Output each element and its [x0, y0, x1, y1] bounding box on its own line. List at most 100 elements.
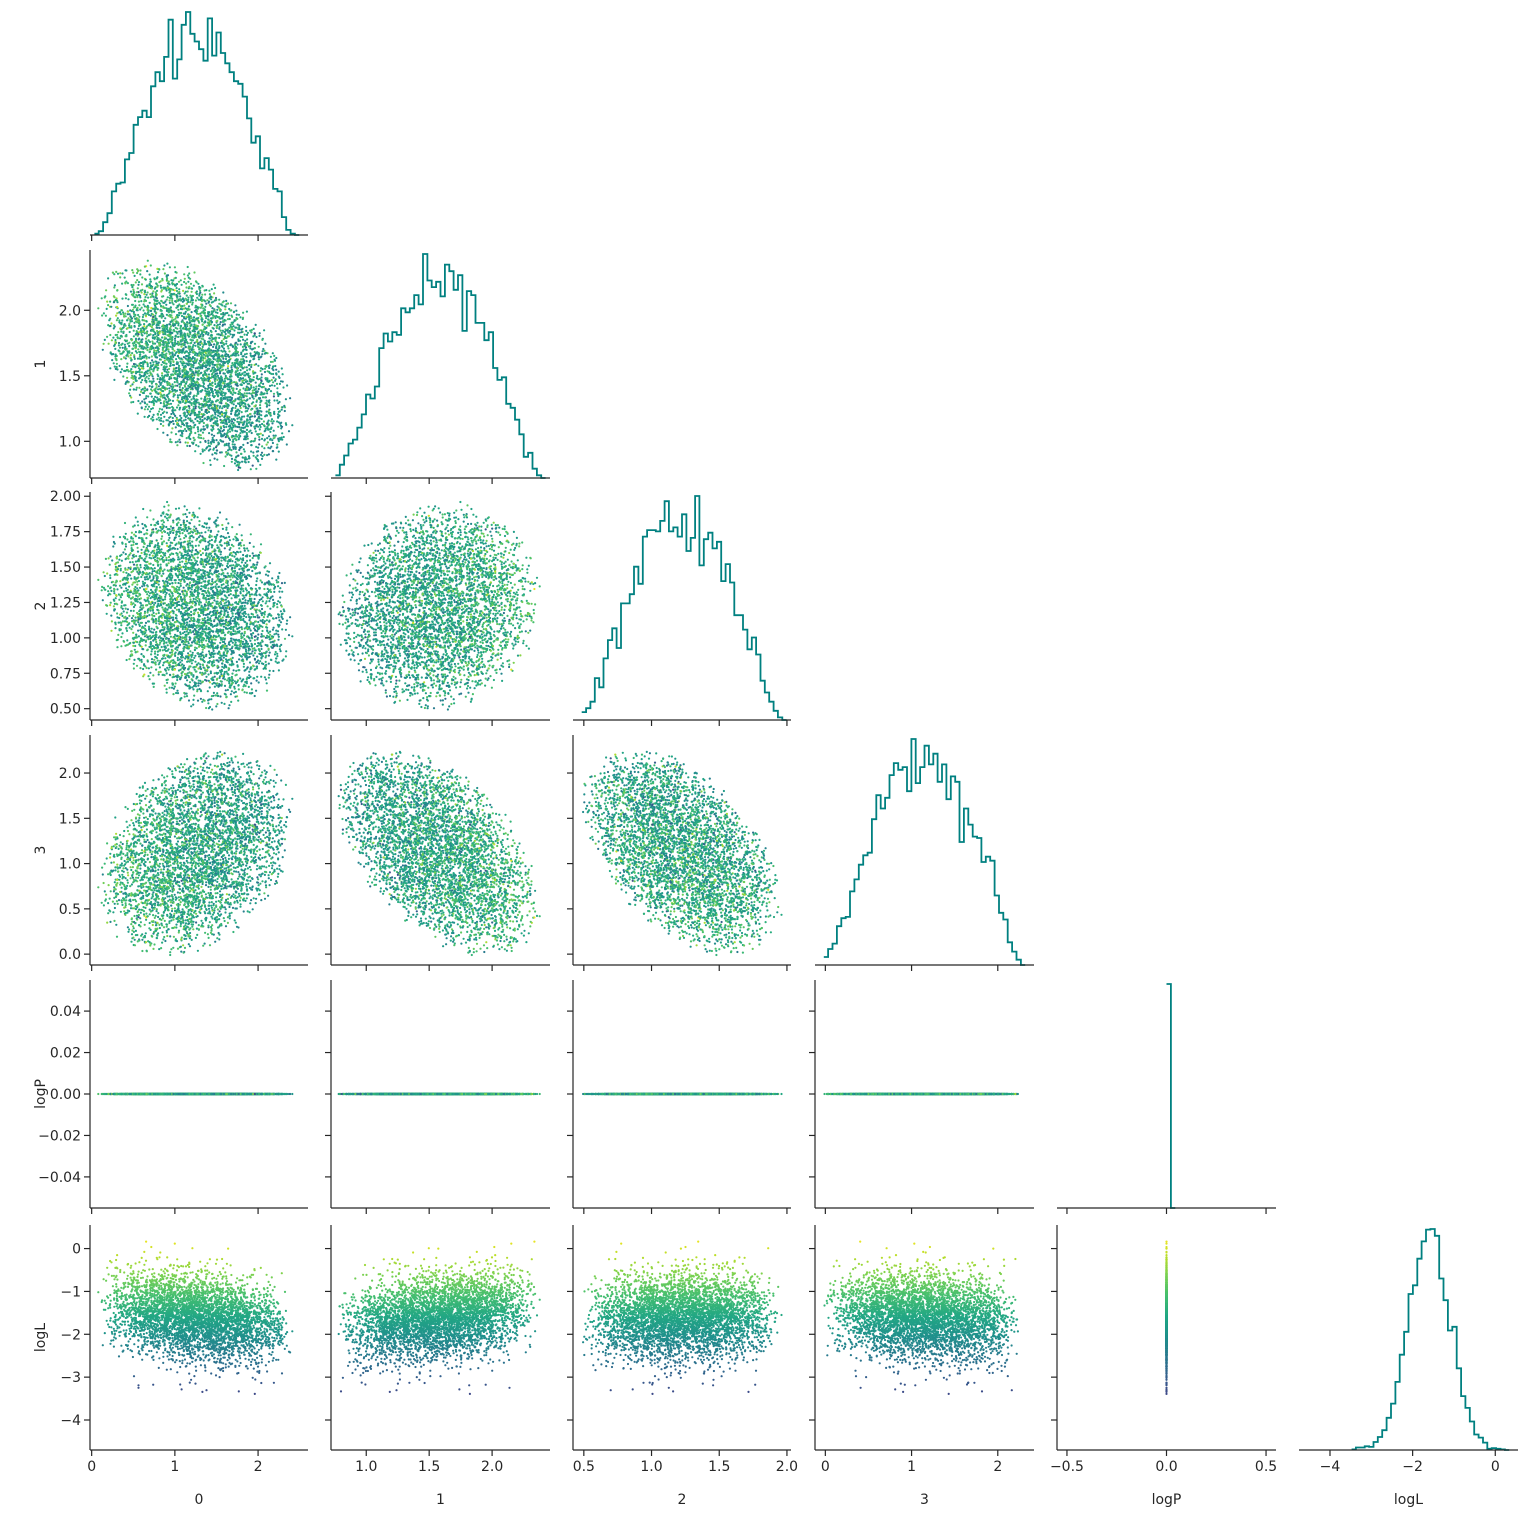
point: [257, 447, 259, 449]
point: [255, 468, 257, 470]
point: [269, 372, 271, 374]
point: [186, 437, 188, 439]
point: [259, 407, 261, 409]
point: [204, 357, 206, 359]
point: [182, 387, 184, 389]
point: [170, 374, 172, 376]
point: [107, 324, 109, 326]
point: [180, 346, 182, 348]
point: [160, 305, 162, 307]
point: [246, 366, 248, 368]
point: [268, 435, 270, 437]
point: [190, 287, 192, 289]
point: [239, 402, 241, 404]
point: [242, 312, 244, 314]
point: [242, 444, 244, 446]
point: [225, 358, 227, 360]
point: [275, 435, 277, 437]
point: [199, 287, 201, 289]
point: [161, 313, 163, 315]
point: [175, 358, 177, 360]
point: [131, 352, 133, 354]
point: [162, 390, 164, 392]
point: [255, 386, 257, 388]
point: [241, 380, 243, 382]
point: [214, 389, 216, 391]
point: [266, 400, 268, 402]
point: [178, 365, 180, 367]
point: [216, 320, 218, 322]
point: [199, 441, 201, 443]
point: [175, 367, 177, 369]
point: [220, 391, 222, 393]
point: [201, 296, 203, 298]
point: [150, 333, 152, 335]
point: [199, 313, 201, 315]
point: [251, 432, 253, 434]
point: [165, 363, 167, 365]
point: [162, 412, 164, 414]
point: [140, 391, 142, 393]
point: [194, 418, 196, 420]
point: [168, 368, 170, 370]
point: [195, 395, 197, 397]
point: [160, 423, 162, 425]
point: [144, 312, 146, 314]
point: [159, 358, 161, 360]
point: [242, 387, 244, 389]
point: [141, 346, 143, 348]
point: [201, 338, 203, 340]
point: [247, 419, 249, 421]
point: [223, 350, 225, 352]
point: [213, 292, 215, 294]
point: [235, 310, 237, 312]
point: [172, 280, 174, 282]
point: [143, 325, 145, 327]
point: [232, 394, 234, 396]
point: [120, 358, 122, 360]
point: [261, 353, 263, 355]
point: [194, 450, 196, 452]
point: [170, 431, 172, 433]
point: [151, 396, 153, 398]
point: [248, 461, 250, 463]
point: [130, 368, 132, 370]
point: [194, 342, 196, 344]
point: [260, 433, 262, 435]
point: [169, 302, 171, 304]
point: [121, 298, 123, 300]
point: [237, 461, 239, 463]
point: [159, 408, 161, 410]
point: [126, 319, 128, 321]
point: [171, 293, 173, 295]
point: [247, 332, 249, 334]
point: [207, 334, 209, 336]
point: [270, 420, 272, 422]
point: [200, 437, 202, 439]
point: [231, 429, 233, 431]
point: [146, 313, 148, 315]
point: [148, 401, 150, 403]
point: [186, 363, 188, 365]
point: [273, 430, 275, 432]
point: [199, 315, 201, 317]
point: [266, 444, 268, 446]
point: [244, 450, 246, 452]
point: [281, 406, 283, 408]
point: [211, 337, 213, 339]
point: [243, 448, 245, 450]
point: [119, 347, 121, 349]
point: [254, 438, 256, 440]
point: [128, 324, 130, 326]
point: [124, 344, 126, 346]
point: [159, 327, 161, 329]
point: [200, 398, 202, 400]
point: [133, 354, 135, 356]
point: [191, 339, 193, 341]
point: [154, 396, 156, 398]
point: [216, 305, 218, 307]
point: [195, 325, 197, 327]
point: [233, 381, 235, 383]
point: [211, 301, 213, 303]
point: [122, 347, 124, 349]
